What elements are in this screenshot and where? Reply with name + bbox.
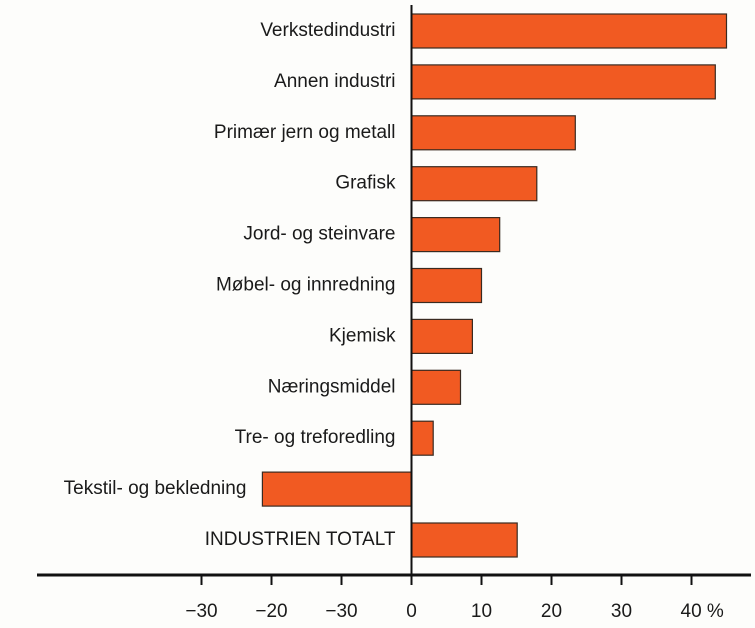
bar <box>410 318 474 354</box>
bar <box>410 369 462 405</box>
bar <box>410 115 576 151</box>
category-label: Jord- og steinvare <box>243 224 395 245</box>
bar <box>410 267 483 304</box>
bar <box>410 217 501 253</box>
category-label: Tre- og treforedling <box>235 427 396 448</box>
category-label: Næringsmiddel <box>268 376 396 397</box>
category-label: Primær jern og metall <box>214 122 396 143</box>
x-tick-label: 40 % <box>681 601 724 622</box>
category-label: Annen industri <box>274 71 395 92</box>
category-label: Verkstedindustri <box>260 20 395 41</box>
category-label: INDUSTRIEN TOTALT <box>205 529 396 550</box>
x-tick-label: 30 <box>611 601 632 622</box>
bar <box>410 522 518 558</box>
bar <box>410 64 716 100</box>
category-label: Grafisk <box>335 173 396 194</box>
category-label: Møbel- og innredning <box>216 275 396 296</box>
x-tick-label: −30 <box>325 601 357 622</box>
bar <box>410 420 434 456</box>
category-label: Tekstil- og bekledning <box>64 478 247 499</box>
x-tick-label: 0 <box>406 601 417 622</box>
x-tick-label: 20 <box>541 601 562 622</box>
x-tick-label: −20 <box>255 601 287 622</box>
x-tick-label: −30 <box>185 601 217 622</box>
bar <box>261 471 413 507</box>
x-tick-label: 10 <box>471 601 492 622</box>
category-label: Kjemisk <box>329 325 396 346</box>
bar <box>410 166 538 202</box>
bar <box>410 13 728 49</box>
